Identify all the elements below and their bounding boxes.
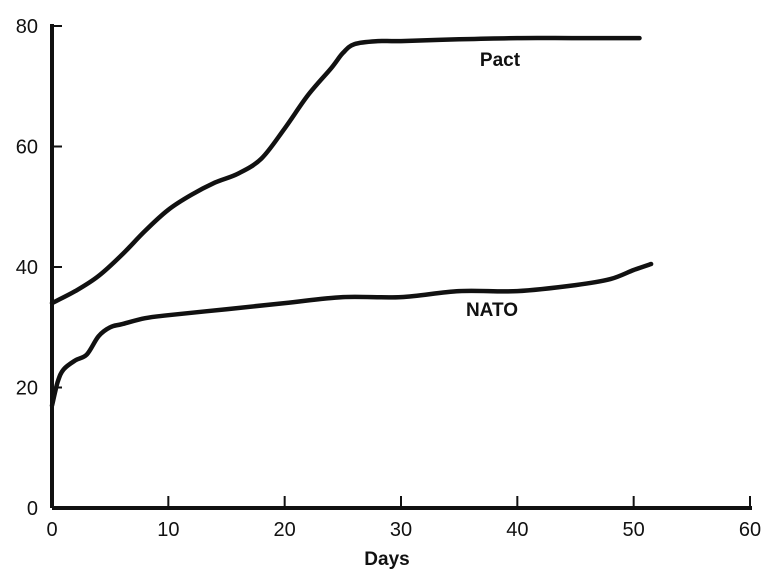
- x-tick-label: 10: [157, 519, 179, 541]
- x-axis-title: Days: [364, 549, 409, 570]
- y-tick-label: 80: [16, 16, 38, 38]
- x-tick-label: 60: [739, 519, 761, 541]
- series-label-nato: NATO: [466, 300, 518, 321]
- y-tick-label: 20: [16, 378, 38, 400]
- x-tick-label: 30: [390, 519, 412, 541]
- series-label-pact: Pact: [480, 50, 521, 71]
- y-tick-label: 60: [16, 137, 38, 159]
- x-tick-label: 40: [506, 519, 528, 541]
- y-tick-label: 40: [16, 257, 38, 279]
- x-tick-label: 50: [623, 519, 645, 541]
- series-line-nato: [49, 261, 654, 408]
- y-tick-label: 0: [27, 498, 38, 520]
- x-tick-label: 0: [46, 519, 57, 541]
- x-tick-label: 20: [274, 519, 296, 541]
- series-line-pact: [49, 35, 642, 306]
